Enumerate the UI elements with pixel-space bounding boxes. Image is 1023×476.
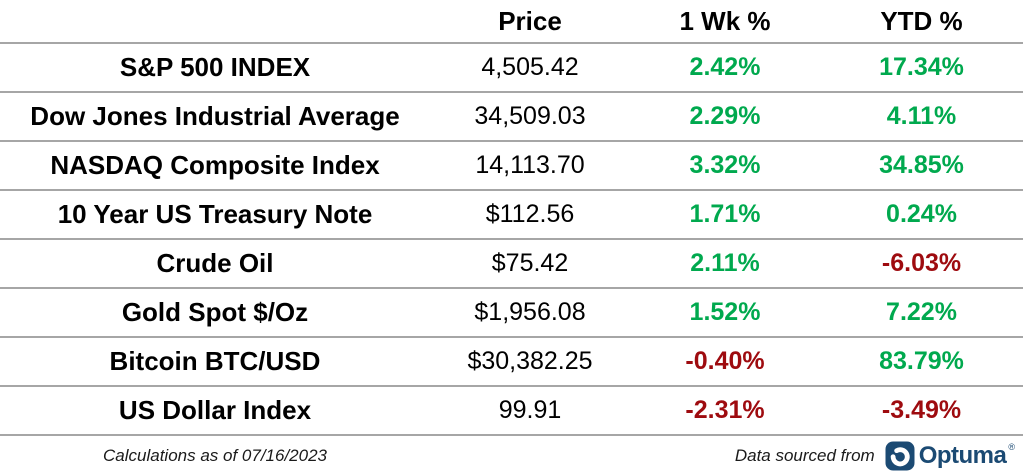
table-row: Dow Jones Industrial Average 34,509.03 2…: [0, 93, 1023, 142]
asset-price: 4,505.42: [481, 53, 579, 81]
asset-price: $30,382.25: [467, 347, 593, 375]
data-source-attribution: Data sourced from Optuma ®: [430, 441, 1023, 471]
asset-ytd-pct: 83.79%: [879, 347, 964, 375]
asset-name: Crude Oil: [156, 248, 274, 278]
optuma-logo: Optuma ®: [885, 441, 1017, 471]
asset-ytd-pct: 17.34%: [879, 53, 964, 81]
asset-ytd-pct: 4.11%: [886, 102, 957, 130]
asset-1wk-pct: 3.32%: [689, 151, 761, 179]
asset-name: US Dollar Index: [118, 395, 312, 425]
calculations-date-text: Calculations as of 07/16/2023: [103, 445, 327, 465]
table-row: Bitcoin BTC/USD $30,382.25 -0.40% 83.79%: [0, 338, 1023, 387]
table-row: S&P 500 INDEX 4,505.42 2.42% 17.34%: [0, 44, 1023, 93]
asset-ytd-pct: 34.85%: [879, 151, 964, 179]
asset-price: $75.42: [491, 249, 569, 277]
optuma-logo-icon: [885, 441, 915, 470]
header-price: Price: [498, 5, 562, 36]
asset-1wk-pct: 1.52%: [689, 298, 761, 326]
asset-price: 34,509.03: [474, 102, 586, 130]
asset-ytd-pct: -3.49%: [881, 396, 962, 424]
asset-ytd-pct: 7.22%: [886, 298, 957, 326]
header-ytd: YTD %: [880, 5, 963, 36]
asset-name: Gold Spot $/Oz: [121, 297, 309, 327]
asset-name: Bitcoin BTC/USD: [109, 346, 321, 376]
table-row: NASDAQ Composite Index 14,113.70 3.32% 3…: [0, 142, 1023, 191]
asset-price: 99.91: [498, 396, 562, 424]
optuma-registered-mark: ®: [1008, 441, 1015, 452]
asset-1wk-pct: 2.11%: [690, 249, 760, 277]
asset-1wk-pct: -0.40%: [685, 347, 765, 375]
asset-1wk-pct: 1.71%: [689, 200, 761, 228]
asset-name: Dow Jones Industrial Average: [30, 101, 400, 131]
asset-1wk-pct: -2.31%: [685, 396, 765, 424]
table-row: 10 Year US Treasury Note $112.56 1.71% 0…: [0, 191, 1023, 240]
optuma-wordmark: Optuma: [918, 441, 1007, 469]
asset-1wk-pct: 2.29%: [689, 102, 761, 130]
asset-ytd-pct: -6.03%: [881, 249, 962, 277]
table-row: Gold Spot $/Oz $1,956.08 1.52% 7.22%: [0, 289, 1023, 338]
asset-price: $112.56: [485, 200, 575, 228]
header-1wk: 1 Wk %: [679, 5, 771, 36]
asset-price: $1,956.08: [474, 298, 586, 326]
asset-name: S&P 500 INDEX: [119, 52, 311, 82]
table-row: US Dollar Index 99.91 -2.31% -3.49%: [0, 387, 1023, 436]
asset-1wk-pct: 2.42%: [689, 53, 761, 81]
data-sourced-from-text: Data sourced from: [734, 445, 875, 465]
table-footer: Calculations as of 07/16/2023 Data sourc…: [0, 436, 1023, 475]
asset-price: 14,113.70: [475, 151, 585, 179]
asset-name: NASDAQ Composite Index: [50, 150, 380, 180]
table-header-row: Price 1 Wk % YTD %: [0, 0, 1023, 44]
asset-name: 10 Year US Treasury Note: [57, 199, 373, 229]
asset-ytd-pct: 0.24%: [886, 200, 957, 228]
table-row: Crude Oil $75.42 2.11% -6.03%: [0, 240, 1023, 289]
